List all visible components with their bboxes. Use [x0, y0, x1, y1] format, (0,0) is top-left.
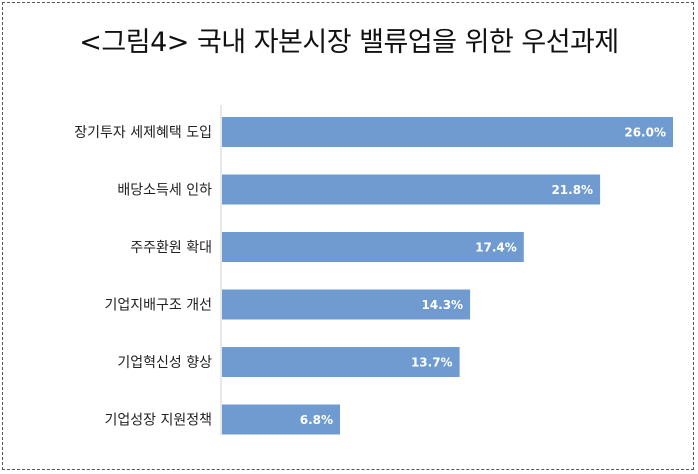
bar: [222, 174, 601, 205]
data-label: 6.8%: [300, 413, 333, 427]
data-label: 17.4%: [475, 241, 517, 255]
chart-title: <그림4> 국내 자본시장 밸류업을 위한 우선과제: [79, 27, 619, 58]
data-label: 13.7%: [411, 356, 453, 370]
category-label: 장기투자 세제혜택 도입: [74, 125, 212, 141]
data-label: 14.3%: [421, 298, 463, 312]
bar: [222, 117, 673, 147]
bar: [222, 347, 460, 377]
category-label: 주주환원 확대: [130, 240, 212, 256]
data-label: 26.0%: [624, 126, 666, 140]
category-label: 배당소득세 인하: [117, 183, 212, 199]
bar: [222, 289, 471, 320]
data-label: 21.8%: [551, 183, 593, 197]
category-label: 기업지배구조 개선: [105, 298, 213, 314]
bar: [222, 404, 340, 435]
category-label: 기업혁신성 향상: [117, 355, 212, 371]
bar: [222, 232, 524, 262]
category-label: 기업성장 지원정책: [105, 413, 213, 429]
